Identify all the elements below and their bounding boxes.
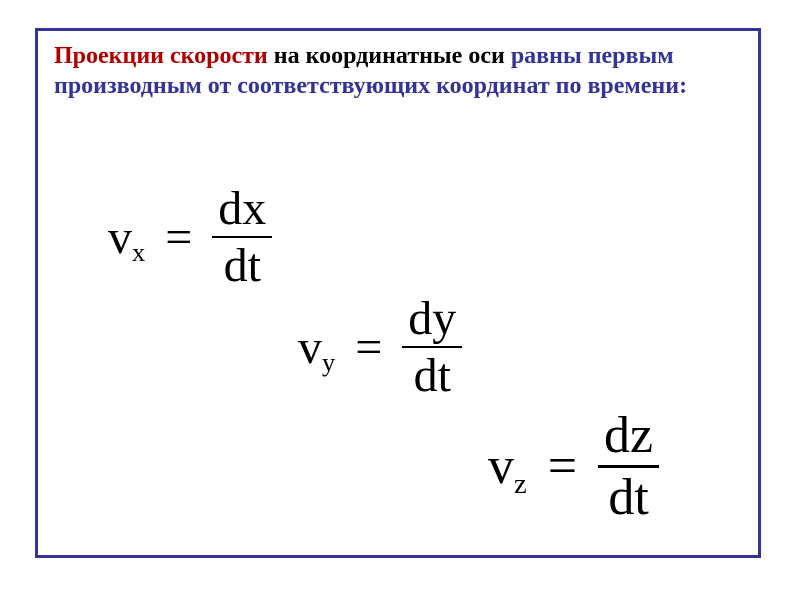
equation-vx: vx = dx dt: [108, 181, 272, 293]
fraction: dz dt: [598, 406, 659, 527]
equals-sign: =: [540, 437, 585, 496]
lhs-var: v: [108, 210, 132, 265]
heading-span-1: Проекции скорости: [54, 43, 268, 69]
denominator: dt: [598, 468, 659, 527]
lhs-sub: x: [132, 237, 145, 267]
heading-span-2: на координатные оси: [268, 43, 511, 69]
fraction: dx dt: [212, 181, 272, 293]
lhs-sub: z: [514, 469, 527, 500]
numerator: dy: [402, 291, 462, 348]
numerator: dx: [212, 181, 272, 238]
heading: Проекции скорости на координатные оси ра…: [54, 41, 734, 101]
equals-sign: =: [157, 210, 200, 265]
numerator: dz: [598, 406, 659, 468]
lhs-sub: y: [322, 347, 335, 377]
equation-vz: vz = dz dt: [488, 406, 659, 527]
equals-sign: =: [347, 320, 390, 375]
lhs-var: v: [298, 320, 322, 375]
equation-vy: vy = dy dt: [298, 291, 462, 403]
denominator: dt: [212, 238, 272, 293]
fraction: dy dt: [402, 291, 462, 403]
lhs-var: v: [488, 437, 514, 496]
slide-frame: Проекции скорости на координатные оси ра…: [35, 28, 761, 558]
denominator: dt: [402, 348, 462, 403]
